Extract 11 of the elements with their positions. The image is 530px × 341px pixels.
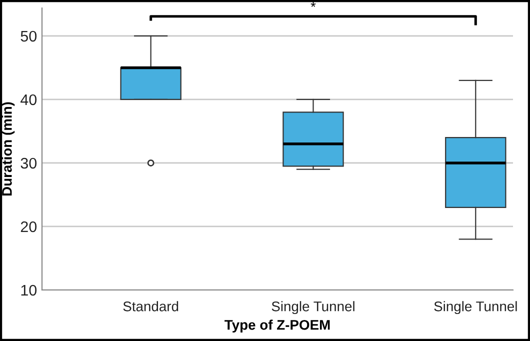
text: * bbox=[310, 2, 316, 7]
x-tick-label: Standard bbox=[123, 301, 178, 312]
y-tick-label: 50 bbox=[20, 30, 37, 42]
y-tick-label: 30 bbox=[20, 158, 37, 169]
x-tick-label: Single Tunnel bbox=[434, 301, 517, 314]
x-tick-label: Single Tunnel bbox=[272, 301, 354, 314]
y-tick-label: 40 bbox=[20, 94, 37, 106]
x-axis-title: Type of Z-POEM bbox=[224, 320, 330, 333]
y-tick-label: 10 bbox=[21, 284, 37, 296]
y-axis-title: Duration (min) bbox=[2, 102, 15, 196]
y-tick-label: 20 bbox=[20, 221, 37, 232]
